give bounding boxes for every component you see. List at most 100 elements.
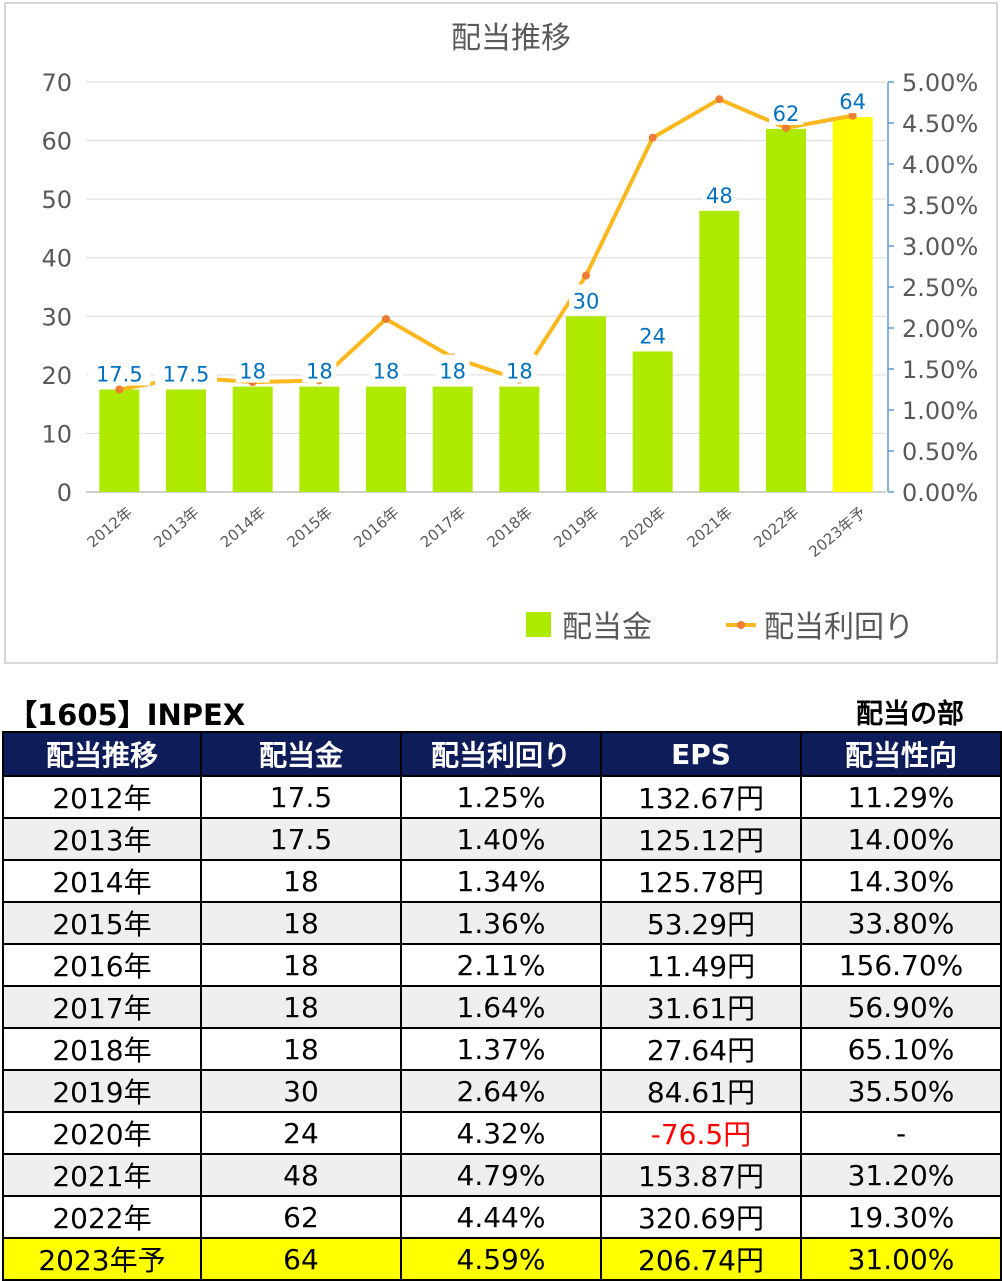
header-cell: 配当金 [200, 731, 402, 777]
table-cell: 17.5 [200, 775, 402, 819]
table-cell: 132.67円 [600, 775, 802, 819]
table-cell: 19.30% [800, 1195, 1002, 1239]
table-cell: 2012年 [2, 775, 202, 819]
y-right-tick-label: 3.50% [902, 192, 978, 220]
data-label-bg [435, 354, 470, 383]
yield-point [648, 133, 657, 142]
x-tick-label: 2021年 [684, 503, 736, 551]
bar [499, 386, 540, 492]
yield-point [382, 314, 390, 323]
x-tick-label: 2016年 [350, 503, 402, 551]
table-cell: 1.64% [400, 985, 602, 1029]
table-cell: 2016年 [2, 943, 202, 987]
bar [299, 386, 340, 492]
table-cell: 18 [200, 1027, 402, 1071]
bar-data-label: 30 [573, 289, 600, 313]
table-cell: 4.59% [400, 1237, 602, 1281]
table-row: 2019年 30 2.64% 84.61円 35.50% [2, 1069, 1002, 1113]
y-left-tick-label: 60 [41, 128, 72, 156]
bar-data-label: 18 [373, 360, 400, 384]
table-body: 2012年 17.5 1.25% 132.67円 11.29% 2013年 17.5 1.40… [2, 775, 1002, 1281]
legend-label-bar: 配当金 [562, 610, 652, 645]
table-cell: 2015年 [2, 901, 202, 945]
table-cell: 27.64円 [600, 1027, 802, 1071]
y-right-tick-label: 5.00% [902, 69, 978, 97]
bar-data-label: 18 [506, 360, 533, 384]
yield-line [118, 97, 854, 392]
table-cell: 64 [200, 1237, 402, 1281]
header-cell: 配当性向 [800, 731, 1002, 777]
table-cell: 65.10% [800, 1027, 1002, 1071]
data-label-bg [835, 85, 870, 114]
y-right-tick-label: 1.00% [902, 397, 978, 425]
x-tick-label: 2019年 [550, 503, 602, 551]
table-cell: 11.29% [800, 775, 1002, 819]
bar [832, 117, 873, 493]
y-right-tick-label: 1.50% [902, 356, 978, 384]
table-cell: 153.87円 [600, 1153, 802, 1197]
chart-title: 配当推移 [451, 21, 571, 56]
x-tick-label: 2020年 [617, 503, 669, 551]
yield-point [782, 123, 790, 132]
bar [566, 316, 606, 492]
table-row: 2023年予 64 4.59% 206.74円 31.00% [2, 1237, 1002, 1281]
data-label-bg [155, 357, 217, 386]
header-cell: 配当利回り [400, 731, 602, 777]
legend-label-line: 配当利回り [764, 610, 914, 645]
bar-data-label: 62 [773, 102, 800, 126]
bar [766, 128, 806, 492]
bar-data-label: 17.5 [163, 363, 210, 387]
table-cell: 2019年 [2, 1069, 202, 1113]
y-left-tick-label: 20 [41, 362, 72, 390]
data-label-bg [369, 354, 403, 383]
dividend-chart: 配当推移 0 10 20 30 40 50 60 70 0.00% 0.50% 1.00% 1.50% 2… [41, 21, 978, 645]
table-cell: 18 [200, 901, 402, 945]
y-left-tick-label: 70 [41, 69, 72, 97]
y-right-tick-label: 4.50% [902, 110, 978, 138]
table-row: 2017年 18 1.64% 31.61円 56.90% [2, 985, 1002, 1029]
table-cell: 31.61円 [600, 985, 802, 1029]
y-right-tick-label: 0.00% [902, 479, 978, 507]
table-cell: 125.12円 [600, 817, 802, 861]
bar-data-label: 18 [306, 360, 333, 384]
table-row: 2021年 48 4.79% 153.87円 31.20% [2, 1153, 1002, 1197]
table-cell: 30 [200, 1069, 402, 1113]
chart-frame: 配当推移 0 10 20 30 40 50 60 70 0.00% 0.50% 1.00% 1.50% 2… [4, 2, 998, 664]
table-cell: 53.29円 [600, 901, 802, 945]
table-cell: 206.74円 [600, 1237, 802, 1281]
dividend-table: 配当推移 配当金 配当利回り EPS 配当性向 2012年 17.5 1.25% 13… [2, 731, 1002, 1281]
table-cell: 14.00% [800, 817, 1002, 861]
table-row: 2012年 17.5 1.25% 132.67円 11.29% [2, 775, 1002, 819]
table-cell: 4.32% [400, 1111, 602, 1155]
table-cell: 1.36% [400, 901, 602, 945]
x-tick-label: 2023年予 [805, 503, 869, 561]
x-tick-label: 2012年 [84, 503, 136, 551]
bar-data-label: 18 [239, 360, 266, 384]
data-label-bg [635, 319, 670, 348]
table-cell: 17.5 [200, 817, 402, 861]
table-cell: 24 [200, 1111, 402, 1155]
table-row: 2014年 18 1.34% 125.78円 14.30% [2, 859, 1002, 903]
table-row: 2018年 18 1.37% 27.64円 65.10% [2, 1027, 1002, 1071]
bar [432, 386, 473, 492]
table-cell: 2.11% [400, 943, 602, 987]
table-cell: 2023年予 [2, 1237, 202, 1281]
table-cell: 1.34% [400, 859, 602, 903]
bar-data-label: 64 [839, 90, 866, 114]
x-tick-label: 2017年 [417, 503, 469, 551]
x-tick-label: 2013年 [150, 503, 202, 551]
x-tick-label: 2022年 [750, 503, 802, 551]
bar-data-label: 24 [639, 324, 666, 348]
table-row: 2022年 62 4.44% 320.69円 19.30% [2, 1195, 1002, 1239]
table-cell: 4.79% [400, 1153, 602, 1197]
table-cell: 1.37% [400, 1027, 602, 1071]
y-right-tick-label: 3.00% [902, 233, 978, 261]
data-label-bg [302, 354, 337, 383]
bar [366, 386, 406, 492]
table-cell: 11.49円 [600, 943, 802, 987]
table-cell: 56.90% [800, 985, 1002, 1029]
table-cell: 320.69円 [600, 1195, 802, 1239]
bar-data-label: 18 [439, 360, 466, 384]
table-cell: - [800, 1111, 1002, 1155]
yield-point [115, 385, 124, 394]
